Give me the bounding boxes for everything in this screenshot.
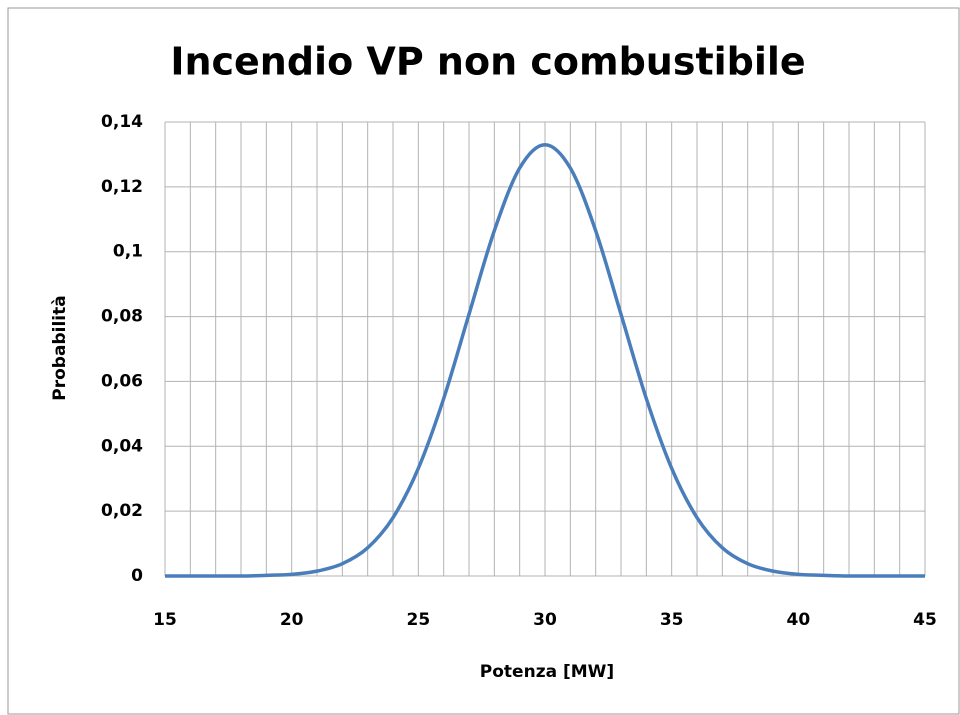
y-axis-label: Probabilità: [50, 295, 70, 400]
y-tick-label: 0,12: [101, 177, 143, 197]
y-tick-label: 0,14: [101, 112, 143, 132]
x-tick-label: 25: [406, 610, 430, 630]
x-tick-label: 30: [533, 610, 557, 630]
y-tick-label: 0,04: [101, 436, 143, 456]
y-tick-label: 0,06: [101, 371, 143, 391]
y-tick-label: 0,02: [101, 501, 143, 521]
y-tick-label: 0,1: [113, 242, 143, 262]
x-axis-label: Potenza [MW]: [480, 662, 614, 682]
x-tick-label: 35: [660, 610, 684, 630]
y-tick-label: 0: [131, 566, 143, 586]
data-line: [165, 142, 925, 578]
x-tick-label: 20: [280, 610, 304, 630]
x-tick-label: 45: [913, 610, 937, 630]
x-tick-label: 40: [786, 610, 810, 630]
y-tick-label: 0,08: [101, 307, 143, 327]
chart-border: [7, 7, 960, 715]
x-tick-label: 15: [153, 610, 177, 630]
chart-title: Incendio VP non combustibile: [170, 40, 805, 84]
